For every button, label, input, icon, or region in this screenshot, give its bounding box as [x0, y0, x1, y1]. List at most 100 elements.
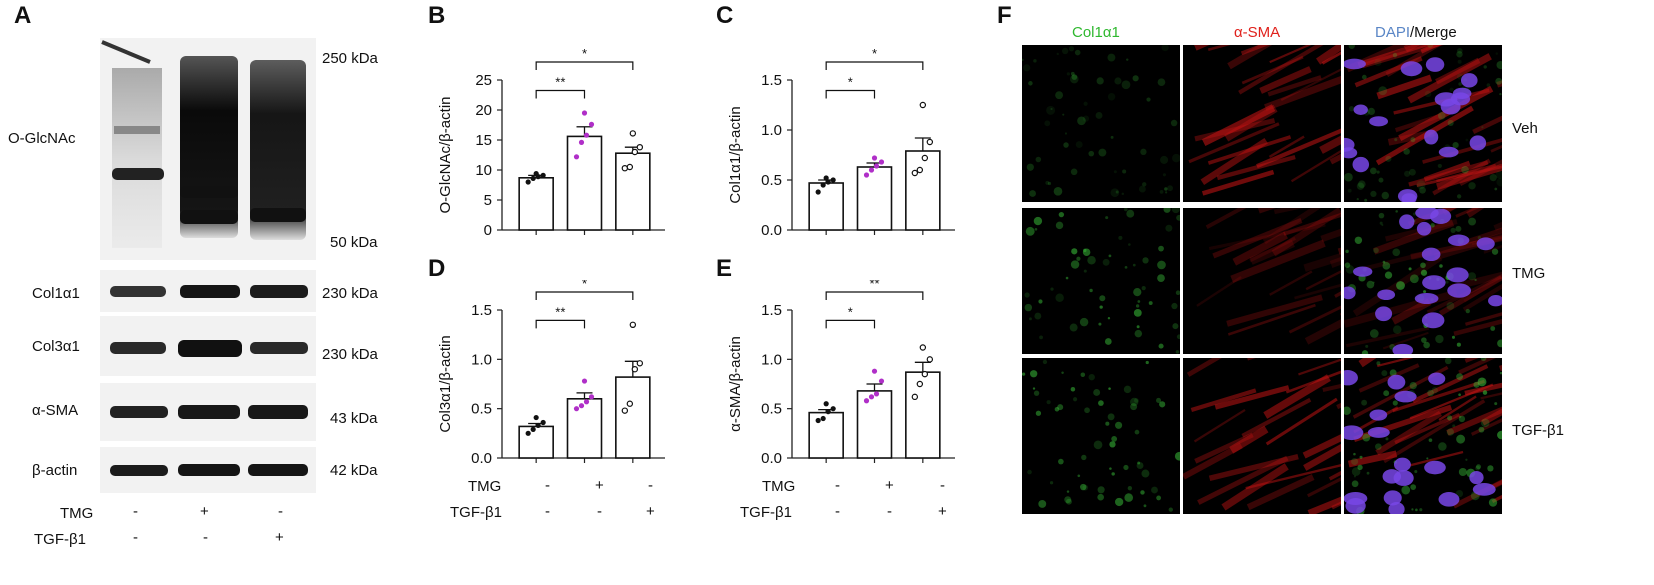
y-axis-label: α-SMA/β-actin — [727, 336, 744, 432]
panel-a-letter: A — [14, 2, 32, 29]
treat-d-tgf-label: TGF-β1 — [450, 504, 502, 521]
data-point — [830, 177, 836, 183]
data-point — [916, 166, 924, 174]
significance-bracket — [825, 89, 876, 99]
bar — [808, 411, 844, 459]
y-tick-label: 0 — [484, 222, 492, 239]
data-point — [863, 172, 870, 178]
data-point — [540, 419, 546, 426]
treat-a-sign: - — [278, 503, 283, 520]
bar — [518, 425, 554, 459]
data-point — [578, 139, 585, 145]
treat-d-sign: - — [597, 503, 602, 520]
significance-bracket — [825, 291, 924, 300]
y-tick-label: 25 — [475, 72, 492, 89]
treat-d-sign: - — [545, 477, 550, 494]
panel-b-letter: B — [428, 2, 446, 29]
bar — [856, 166, 893, 231]
blot-label-col1a1: Col1α1 — [32, 285, 80, 302]
data-point — [820, 182, 826, 188]
data-point — [873, 391, 880, 397]
treat-a-tmg-label: TMG — [60, 505, 94, 522]
treat-a-sign: - — [133, 503, 138, 520]
bar — [905, 150, 941, 231]
y-tick-label: 1.5 — [761, 72, 782, 89]
data-point — [868, 167, 875, 173]
y-tick-label: 20 — [475, 102, 492, 119]
blot-label-bactin: β-actin — [32, 462, 78, 479]
treat-e-sign: - — [835, 477, 840, 494]
y-tick-label: 1.5 — [761, 302, 782, 319]
micrograph-veh-merge — [1344, 45, 1502, 202]
micrograph-tmg-red — [1183, 208, 1341, 354]
y-tick-label: 0.0 — [761, 222, 782, 239]
data-point — [573, 154, 580, 160]
bar — [615, 376, 651, 459]
data-point — [919, 344, 927, 351]
micrograph-veh-red — [1183, 45, 1341, 202]
y-tick-label: 1.0 — [761, 351, 782, 368]
treat-a-sign: + — [200, 503, 209, 520]
data-point — [916, 380, 924, 388]
micrograph-tgf-1-green — [1022, 358, 1180, 514]
treat-e-sign: - — [887, 503, 892, 520]
treat-e-sign: + — [938, 503, 947, 520]
panel-c-letter: C — [716, 2, 734, 29]
panel-e-letter: E — [716, 255, 733, 282]
significance-label: ** — [555, 304, 565, 319]
marker-col1a1: 230 kDa — [322, 285, 378, 302]
data-point — [621, 164, 629, 172]
bar — [566, 398, 603, 459]
bar — [856, 390, 893, 459]
blot-col1a1 — [100, 270, 316, 312]
blot-label-asma: α-SMA — [32, 402, 79, 419]
data-point — [911, 393, 919, 401]
treat-d-sign: + — [595, 477, 604, 494]
data-point — [636, 143, 644, 151]
marker-col3a1: 230 kDa — [322, 346, 378, 363]
treat-d-sign: + — [646, 503, 655, 520]
bar — [808, 182, 844, 231]
data-point — [820, 415, 826, 422]
row-label-tgf: TGF-β1 — [1512, 422, 1564, 439]
row-label-veh: Veh — [1512, 120, 1538, 137]
y-axis-label: O-GlcNAc/β-actin — [437, 97, 454, 214]
y-tick-label: 10 — [475, 162, 492, 179]
significance-label: * — [848, 75, 853, 90]
chart-col1a1: 0.0 0.5 1.0 1.5 Col1α1/β-actin * * — [727, 46, 955, 239]
bar — [615, 152, 651, 231]
y-tick-label: 1.5 — [471, 302, 492, 319]
dapi-word: DAPI — [1375, 24, 1411, 41]
significance-label: * — [582, 280, 587, 291]
treat-a-sign: - — [203, 529, 208, 546]
treat-a-tgf-label: TGF-β1 — [34, 531, 86, 548]
panel-d-letter: D — [428, 255, 446, 282]
significance-bracket — [825, 61, 924, 70]
data-point — [636, 360, 644, 367]
data-point — [525, 430, 531, 436]
data-point — [540, 172, 546, 178]
y-tick-label: 0.0 — [471, 450, 492, 467]
blot-bactin — [100, 447, 316, 493]
data-point — [631, 148, 639, 156]
significance-label: * — [872, 46, 877, 61]
row-label-tmg: TMG — [1512, 265, 1546, 282]
data-point — [629, 130, 637, 137]
data-point — [626, 163, 634, 171]
data-point — [578, 403, 585, 409]
marker-asma: 43 kDa — [330, 410, 378, 427]
data-point — [530, 426, 536, 432]
data-point — [868, 394, 875, 400]
micrograph-tmg-green — [1022, 208, 1180, 354]
data-point — [911, 169, 919, 177]
panel-f-letter: F — [997, 2, 1012, 29]
data-point — [921, 370, 929, 378]
data-point — [823, 401, 829, 407]
micrograph-veh-green — [1022, 45, 1180, 202]
data-point — [588, 394, 595, 400]
data-point — [815, 189, 821, 195]
y-tick-label: 0.5 — [471, 401, 492, 418]
y-tick-label: 1.0 — [471, 351, 492, 368]
data-point — [863, 398, 870, 404]
